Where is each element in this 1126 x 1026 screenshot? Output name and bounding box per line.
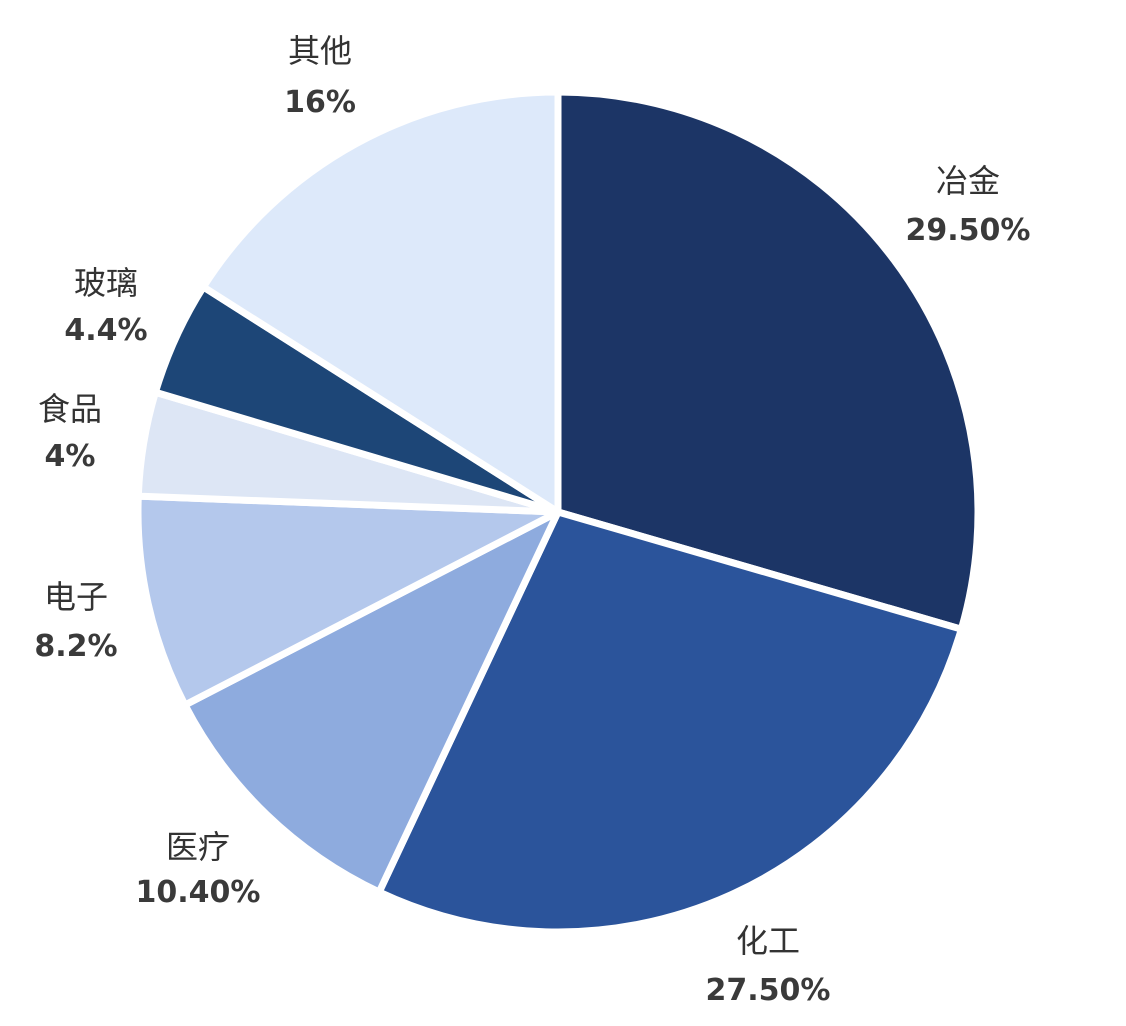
slice-value-label-7: 16% — [284, 85, 356, 120]
pie-slice-1 — [554, 88, 982, 633]
slice-name-label-2: 化工 — [736, 922, 800, 960]
slice-name-label-1: 冶金 — [936, 162, 1000, 200]
pie-slice-4 — [134, 492, 562, 709]
slice-value-label-2: 27.50% — [706, 973, 831, 1008]
slice-value-label-5: 4% — [45, 439, 96, 474]
pie-slices — [134, 88, 982, 936]
slice-name-label-5: 食品 — [38, 390, 102, 428]
slice-name-label-7: 其他 — [288, 32, 352, 70]
pie-slice-7 — [199, 88, 562, 516]
pie-slice-2 — [375, 508, 965, 936]
slice-name-label-3: 医疗 — [166, 828, 230, 866]
slice-name-label-4: 电子 — [44, 578, 108, 616]
slice-value-label-1: 29.50% — [906, 213, 1031, 248]
pie-labels: 冶金 29.50% 化工 27.50% 医疗 10.40% 电子 8.2% 食品 4% 玻璃 4.4%… — [34, 32, 1030, 1008]
slice-value-label-3: 10.40% — [136, 875, 261, 910]
slice-name-label-6: 玻璃 — [74, 264, 138, 302]
slice-value-label-4: 8.2% — [34, 629, 117, 664]
slice-value-label-6: 4.4% — [64, 313, 147, 348]
pie-slice-3 — [181, 508, 562, 896]
